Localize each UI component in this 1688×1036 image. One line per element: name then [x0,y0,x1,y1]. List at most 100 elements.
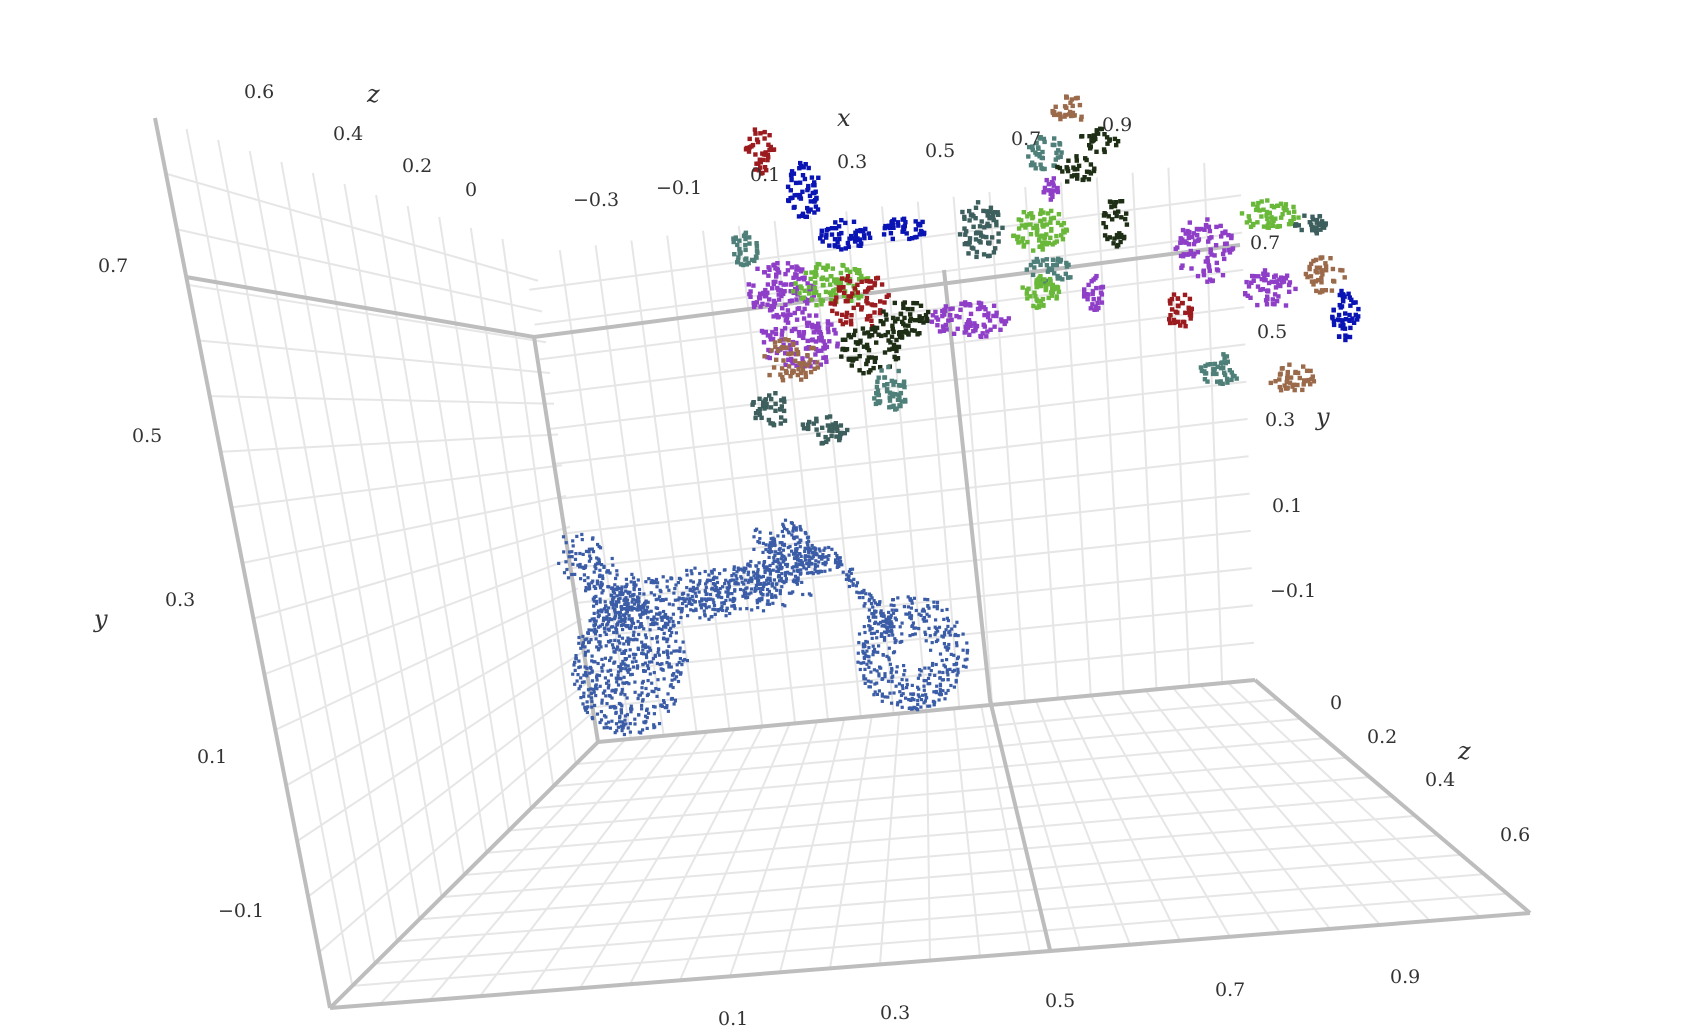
part-point [1285,373,1290,378]
part-point [788,188,793,193]
bike-point [784,577,788,581]
bike-point [823,546,827,550]
part-point [1114,232,1120,238]
part-point [1035,259,1041,264]
part-point [782,337,788,342]
part-point [876,332,881,337]
bike-point [872,631,877,635]
bike-point [926,676,931,680]
bike-point [619,708,623,712]
part-point [804,320,810,326]
part-point [1340,326,1345,331]
part-point [1121,236,1127,241]
bike-point [888,691,892,695]
part-point [1256,274,1261,279]
bike-point [798,563,802,567]
bike-point [606,720,611,724]
bike-point [593,629,597,633]
part-point [1206,224,1212,229]
bike-point [756,581,760,585]
part-point [805,338,810,344]
part-point [1172,320,1177,326]
part-point [856,302,861,307]
part-point [772,340,778,345]
part-point [963,300,968,305]
bike-point [758,537,762,541]
bike-point [598,573,602,577]
part-point [859,294,864,299]
part-point [975,200,981,205]
part-point [1178,253,1184,259]
part-point [987,209,992,215]
part-point [1050,142,1055,148]
part-point [743,247,748,253]
bike-point [912,596,916,600]
bike-point [874,615,878,619]
part-point [1025,296,1030,301]
bike-point [641,643,645,647]
part-point [859,241,864,246]
part-point [1175,245,1180,250]
part-point [1225,359,1230,364]
bike-point [885,627,889,631]
bike-point [790,533,794,537]
part-point [1246,214,1251,219]
bike-point [857,591,861,595]
part-point [914,301,920,306]
part-point [766,155,771,160]
floor-grid-h [396,853,1462,943]
part-point [1038,262,1043,268]
bike-point [891,674,895,678]
part-point [786,198,791,203]
bike-point [727,582,731,586]
bike-point [756,606,760,610]
bike-point [773,553,777,557]
part-point [978,333,983,339]
bike-point [646,610,650,614]
back-wall-grid-h [571,492,1250,570]
bike-point [888,662,892,666]
bike-point [726,587,730,591]
part-point [1091,297,1096,302]
bike-point [954,632,958,637]
part-point [821,339,826,344]
bike-point [718,587,722,591]
bike-point [794,562,798,566]
bike-point [935,600,940,604]
part-point [1081,177,1086,182]
bike-point [750,579,754,584]
part-point [803,270,808,276]
part-point [832,237,838,242]
bike-point [954,678,958,683]
bike-point [674,631,678,635]
part-point [1082,287,1087,292]
part-point [771,147,776,152]
bike-point [871,605,875,609]
part-point [1246,284,1252,289]
part-point [846,294,851,299]
part-point [1042,185,1048,191]
bike-point [592,599,596,603]
bike-point [939,692,943,697]
part-point [775,348,781,353]
part-point [1094,149,1099,154]
bike-point [767,589,771,593]
part-point [900,319,905,325]
part-point [1069,97,1074,102]
part-point [1313,269,1318,274]
bike-point [616,725,620,729]
part-point [1188,248,1193,254]
part-point [1051,215,1057,221]
bike-point [641,648,645,652]
part-point [1194,226,1200,232]
bike-point [593,703,597,707]
bike-point [773,541,777,546]
bike-point [653,621,657,625]
bike-point [759,575,763,579]
part-point [1112,202,1117,207]
part-point [809,270,814,275]
part-point [907,236,912,242]
bike-point [620,691,624,695]
bike-point [588,587,592,591]
